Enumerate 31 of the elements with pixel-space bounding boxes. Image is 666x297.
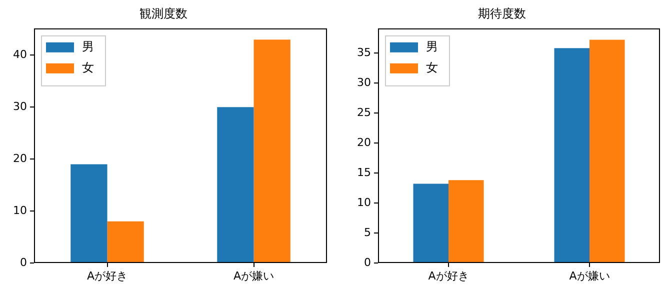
bar (448, 180, 484, 262)
x-tick-label: Aが嫌い (233, 269, 274, 282)
legend-label: 女 (82, 60, 94, 75)
x-tick-label: Aが好き (428, 269, 469, 282)
bar (217, 107, 254, 262)
y-tick-label: 30 (13, 100, 27, 113)
legend-label: 女 (426, 60, 438, 75)
bar (107, 221, 144, 262)
chart-title: 期待度数 (478, 6, 526, 20)
y-tick-label: 20 (357, 136, 371, 149)
legend-label: 男 (426, 40, 438, 54)
legend-label: 男 (82, 40, 94, 54)
y-tick-label: 0 (364, 256, 371, 269)
x-tick-label: Aが嫌い (569, 269, 610, 282)
y-tick-label: 30 (357, 76, 371, 89)
x-tick-label: Aが好き (86, 269, 128, 282)
y-tick-label: 25 (357, 106, 371, 119)
y-tick-label: 0 (20, 256, 27, 269)
chart-title: 観測度数 (140, 6, 188, 20)
bar (254, 40, 290, 262)
bar (554, 48, 590, 262)
y-tick-label: 35 (357, 46, 371, 59)
y-tick-label: 10 (13, 204, 27, 217)
y-tick-label: 40 (13, 48, 27, 62)
bar (70, 164, 108, 262)
y-tick-label: 15 (357, 166, 371, 179)
y-tick-label: 10 (357, 196, 371, 209)
bar (413, 184, 448, 262)
bar (590, 40, 625, 262)
y-tick-label: 20 (13, 152, 27, 165)
y-tick-label: 5 (364, 226, 371, 239)
